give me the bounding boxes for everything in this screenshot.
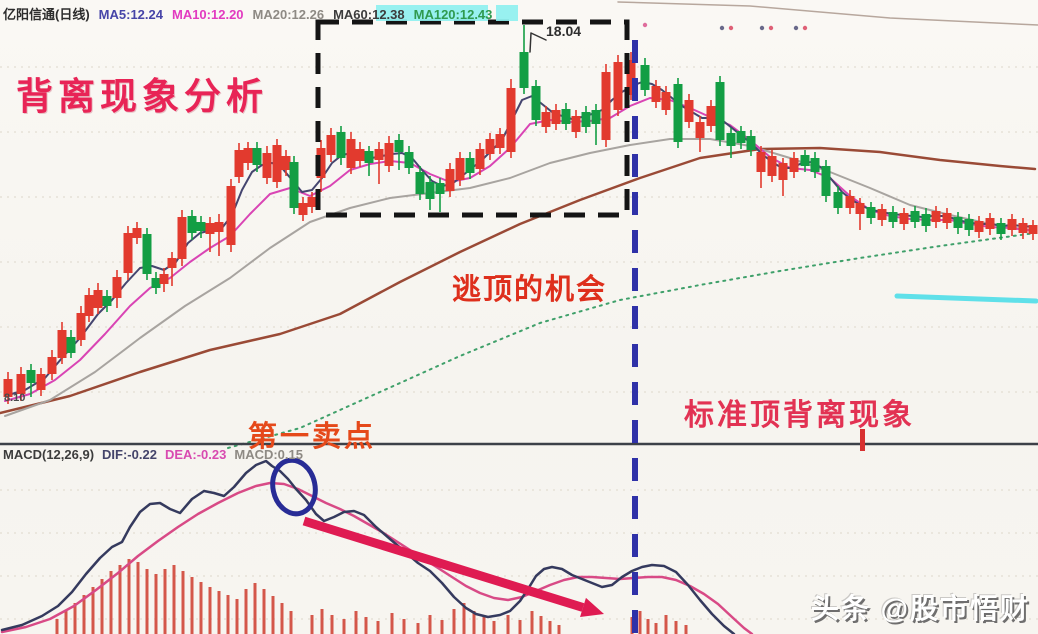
start-price-label: 8.10 bbox=[4, 392, 26, 404]
macd-header: MACD(12,26,9) DIF:-0.22 DEA:-0.23 MACD:0.15 bbox=[3, 447, 311, 463]
ma10-value: MA10:12.20 bbox=[171, 7, 244, 22]
macd-params-label: MACD(12,26,9) bbox=[3, 447, 95, 462]
cyan-highlight-block bbox=[496, 5, 518, 21]
title-annotation: 背离现象分析 bbox=[16, 76, 268, 117]
indicator-header: 亿阳信通(日线) MA5:12.24 MA10:12.20 MA20:12.26 MA6… bbox=[3, 4, 501, 24]
dif-value: DIF:-0.22 bbox=[102, 447, 157, 462]
ma20-value: MA20:12.26 bbox=[252, 7, 325, 22]
dea-value: DEA:-0.23 bbox=[164, 447, 227, 462]
watermark: 头条 @股市悟财 bbox=[810, 593, 1030, 624]
standard-divergence-annotation: 标准顶背离现象 bbox=[684, 399, 915, 432]
macd-value: MACD:0.15 bbox=[234, 447, 303, 462]
cyan-highlight-block bbox=[376, 5, 488, 21]
first-sell-point-annotation: 第一卖点 bbox=[248, 421, 377, 453]
ma60-value: MA60:12.38 bbox=[333, 7, 405, 22]
peak-price-label: 18.04 bbox=[546, 23, 582, 39]
stock-name-label: 亿阳信通(日线) bbox=[3, 7, 90, 22]
escape-top-annotation: 逃顶的机会 bbox=[452, 274, 608, 306]
ma5-value: MA5:12.24 bbox=[98, 7, 163, 22]
ma120-value: MA120:12.43 bbox=[413, 7, 493, 22]
